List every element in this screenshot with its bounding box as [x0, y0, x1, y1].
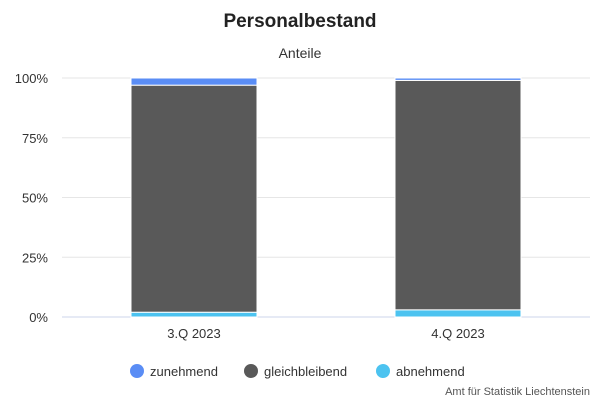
x-axis: 3.Q 2023 4.Q 2023 — [167, 326, 485, 341]
y-tick-label: 0% — [29, 310, 48, 325]
bar-segment-gleichbleibend — [394, 79, 522, 311]
bar-segment-gleichbleibend — [130, 84, 258, 313]
legend-item-gleichbleibend[interactable]: gleichbleibend — [244, 364, 347, 379]
y-tick-label: 100% — [15, 71, 49, 86]
bar-segment-zunehmend — [130, 77, 258, 86]
chart-title: Personalbestand — [223, 11, 376, 32]
legend-marker — [130, 364, 144, 378]
x-tick-label: 4.Q 2023 — [431, 326, 485, 341]
y-tick-label: 50% — [22, 191, 48, 206]
legend-marker — [244, 364, 258, 378]
y-axis: 0% 25% 50% 75% 100% — [15, 71, 49, 325]
bar-segment-zunehmend — [394, 77, 522, 81]
legend-label: zunehmend — [150, 364, 218, 379]
chart-subtitle: Anteile — [279, 45, 322, 61]
legend-label: abnehmend — [396, 364, 465, 379]
y-tick-label: 75% — [22, 131, 48, 146]
legend-label: gleichbleibend — [264, 364, 347, 379]
credit-text: Amt für Statistik Liechtenstein — [445, 386, 590, 398]
legend-marker — [376, 364, 390, 378]
legend: zunehmend gleichbleibend abnehmend — [130, 364, 465, 379]
bars — [130, 77, 522, 318]
legend-item-zunehmend[interactable]: zunehmend — [130, 364, 218, 379]
x-tick-label: 3.Q 2023 — [167, 326, 221, 341]
bar-segment-abnehmend — [130, 311, 258, 318]
bar-segment-abnehmend — [394, 309, 522, 318]
legend-item-abnehmend[interactable]: abnehmend — [376, 364, 465, 379]
y-tick-label: 25% — [22, 250, 48, 265]
